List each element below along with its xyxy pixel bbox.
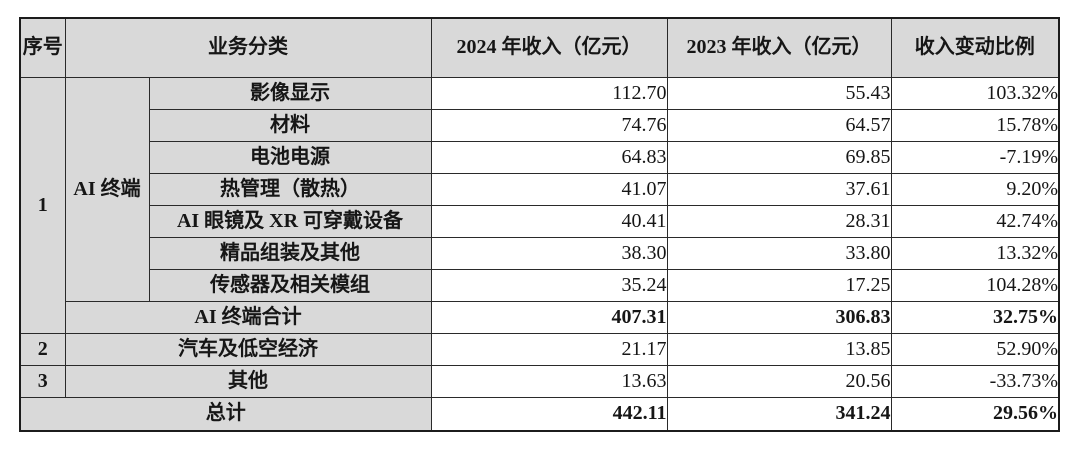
cell-2023: 20.56 [666,364,892,398]
cell-change: 13.32% [890,236,1060,270]
cell-2024: 442.11 [430,396,668,432]
header-serial: 序号 [19,17,66,78]
serial-cell-2: 2 [19,332,66,366]
row-label: 热管理（散热） [148,172,432,206]
cell-2024: 40.41 [430,204,668,238]
row-label: 影像显示 [148,76,432,110]
cell-change: 32.75% [890,300,1060,334]
table-row-thermal-management: 热管理（散热） 41.07 37.61 9.20% [20,172,1060,206]
row-label: 精品组装及其他 [148,236,432,270]
cell-change: -7.19% [890,140,1060,174]
cell-2024: 21.17 [430,332,668,366]
header-category: 业务分类 [64,17,432,78]
serial-cell-1: 1 [19,76,66,334]
cell-2023: 55.43 [666,76,892,110]
cell-change: 42.74% [890,204,1060,238]
table-row-grand-total: 总计 442.11 341.24 29.56% [19,396,1060,432]
table-row-automotive-low-altitude: 2 汽车及低空经济 21.17 13.85 52.90% [19,332,1060,366]
cell-2024: 407.31 [430,300,668,334]
table-row-ai-terminal-subtotal: AI 终端合计 407.31 306.83 32.75% [20,300,1060,334]
cell-2024: 112.70 [430,76,668,110]
cell-2024: 74.76 [430,108,668,142]
cell-2023: 17.25 [666,268,892,302]
header-change-ratio: 收入变动比例 [890,17,1060,78]
cell-change: 15.78% [890,108,1060,142]
subtotal-label: AI 终端合计 [64,300,432,334]
row-label: AI 眼镜及 XR 可穿戴设备 [148,204,432,238]
cell-2023: 13.85 [666,332,892,366]
cell-2023: 37.61 [666,172,892,206]
row-label: 电池电源 [148,140,432,174]
header-row: 序号 业务分类 2024 年收入（亿元） 2023 年收入（亿元） 收入变动比例 [19,17,1060,78]
group-label-ai-terminal: AI 终端 [64,76,150,302]
table-row-premium-assembly: 精品组装及其他 38.30 33.80 13.32% [20,236,1060,270]
cell-change: 29.56% [890,396,1060,432]
cell-change: 104.28% [890,268,1060,302]
cell-change: 103.32% [890,76,1060,110]
revenue-by-business-table: 序号 业务分类 2024 年收入（亿元） 2023 年收入（亿元） 收入变动比例… [19,17,1060,432]
table-row-ai-glasses-xr: AI 眼镜及 XR 可穿戴设备 40.41 28.31 42.74% [20,204,1060,238]
cell-2024: 35.24 [430,268,668,302]
cell-2024: 41.07 [430,172,668,206]
row-label: 汽车及低空经济 [64,332,432,366]
cell-2024: 13.63 [430,364,668,398]
table-row-sensors-modules: 传感器及相关模组 35.24 17.25 104.28% [20,268,1060,302]
cell-2024: 64.83 [430,140,668,174]
cell-2024: 38.30 [430,236,668,270]
row-label: 其他 [64,364,432,398]
cell-2023: 341.24 [666,396,892,432]
cell-change: 52.90% [890,332,1060,366]
cell-2023: 64.57 [666,108,892,142]
table-row-imaging-display: 1 AI 终端 影像显示 112.70 55.43 103.32% [19,76,1060,334]
serial-cell-3: 3 [19,364,66,398]
cell-2023: 28.31 [666,204,892,238]
cell-2023: 306.83 [666,300,892,334]
header-revenue-2024: 2024 年收入（亿元） [430,17,668,78]
total-label: 总计 [19,396,432,432]
table-row-battery-power: 电池电源 64.83 69.85 -7.19% [20,140,1060,174]
table-row-materials: 材料 74.76 64.57 15.78% [20,108,1060,142]
header-revenue-2023: 2023 年收入（亿元） [666,17,892,78]
cell-2023: 33.80 [666,236,892,270]
row-label: 传感器及相关模组 [148,268,432,302]
table-row-others: 3 其他 13.63 20.56 -33.73% [19,364,1060,398]
row-label: 材料 [148,108,432,142]
cell-change: 9.20% [890,172,1060,206]
cell-change: -33.73% [890,364,1060,398]
cell-2023: 69.85 [666,140,892,174]
